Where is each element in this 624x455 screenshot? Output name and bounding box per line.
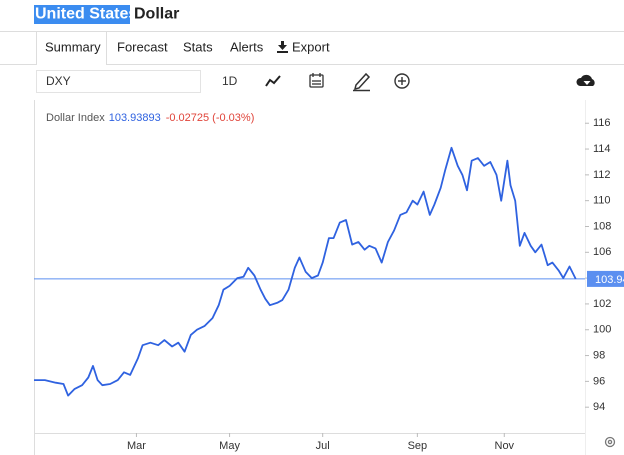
y-tick-label: 94 [593,401,605,413]
legend-value: 103.93893 [109,112,161,124]
y-tick-label: 96 [593,375,605,387]
title-highlight: United States [35,6,137,23]
y-tick-label: 106 [593,246,611,258]
chart-type-icon[interactable] [265,75,281,87]
x-tick-label: Mar [127,440,146,452]
tab[interactable]: Summary [45,39,101,54]
tab[interactable]: Forecast [117,39,168,54]
y-tick-label: 116 [593,117,611,129]
symbol-input[interactable] [36,70,201,93]
y-tick-label: 110 [593,195,611,207]
x-tick-label: Jul [316,440,330,452]
legend-change: -0.02725 (-0.03%) [166,112,255,124]
add-indicator-icon[interactable] [394,73,410,89]
y-tick-label: 98 [593,349,605,361]
legend: Dollar Index 103.93893 -0.02725 (-0.03%) [46,112,254,124]
y-tick-label: 112 [593,169,611,181]
x-tick-label: Sep [408,440,428,452]
series-line [34,146,577,397]
x-tick-label: May [219,440,240,452]
tab-border [0,31,624,65]
y-tick-label: 108 [593,220,611,232]
y-tick-label: 102 [593,298,611,310]
draw-icon[interactable] [353,72,371,92]
settings-icon[interactable] [604,436,616,448]
last-price-badge [587,270,624,287]
x-tick-label: Nov [495,440,515,452]
download-icon [277,41,288,53]
title-rest: Dollar [134,6,179,23]
y-tick-label: 114 [593,143,611,155]
y-tick-label: 100 [593,324,611,336]
last-price-label: 103.94 [595,274,624,286]
text-selection [34,5,130,24]
tab[interactable]: Alerts [230,39,264,54]
calendar-icon[interactable] [309,73,324,88]
legend-name: Dollar Index [46,112,105,124]
interval-button[interactable]: 1D [222,74,238,88]
tab[interactable]: Export [292,39,330,54]
tab[interactable]: Stats [183,39,213,54]
cloud-download-icon[interactable] [576,74,595,86]
symbol-text: DXY [46,74,71,88]
